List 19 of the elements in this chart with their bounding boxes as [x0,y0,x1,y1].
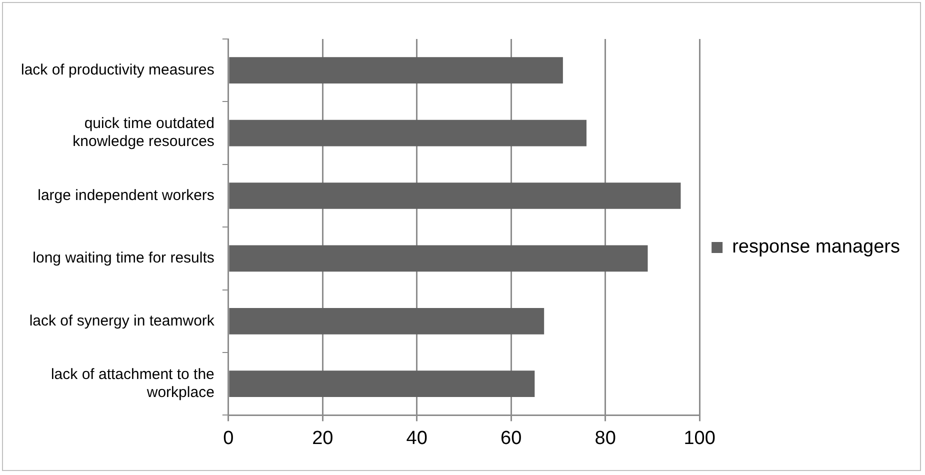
y-tick-label: lack of attachment to the workplace [50,366,214,401]
bar [229,120,586,146]
y-tick-label: quick time outdated knowledge resources [72,115,214,150]
bar [229,370,535,398]
legend-label: response managers [732,236,900,258]
y-tick-label: lack of productivity measures [20,61,214,78]
y-tick-label: large independent workers [38,186,214,204]
y-tick-label: lack of synergy in teamwork [29,312,215,330]
bar [229,308,544,334]
y-tick-label: long waiting time for results [32,250,214,267]
bar [229,245,648,272]
x-tick-label: 80 [594,428,616,449]
bar [229,57,563,84]
x-tick-label: 0 [223,428,234,449]
x-tick-label: 40 [406,428,428,449]
x-tick-label: 100 [684,428,716,449]
x-tick-label: 20 [312,428,334,449]
x-tick-label: 60 [500,428,522,449]
bar [229,182,681,209]
